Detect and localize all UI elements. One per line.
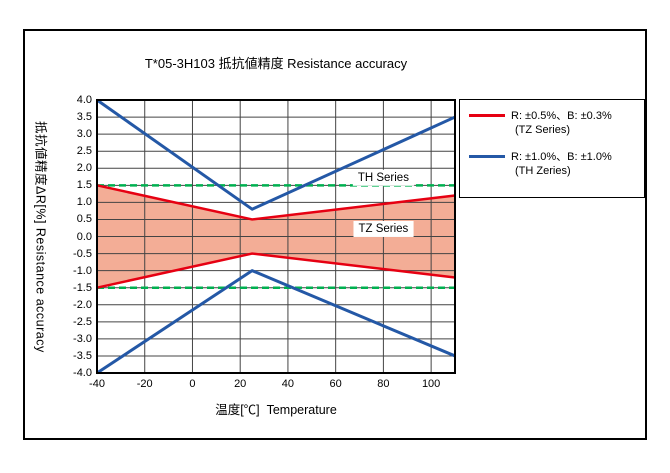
annotation-bg bbox=[352, 169, 415, 186]
y-axis-title: 抵抗値精度ΔR[%] Resistance accuracy bbox=[33, 120, 48, 353]
legend-line-sample-th bbox=[469, 155, 505, 158]
annotation-label: TZ Series bbox=[358, 223, 408, 235]
plot-border bbox=[96, 99, 456, 374]
legend-label-tz: R: ±0.5%、B: ±0.3% bbox=[511, 110, 612, 122]
y-tick-label: 3.5 bbox=[76, 111, 92, 124]
legend-line-sample-tz bbox=[469, 114, 505, 117]
x-tick-label: 80 bbox=[377, 378, 390, 390]
y-tick-label: 3.0 bbox=[76, 128, 92, 141]
plot-area: TH Series TZ Series bbox=[96, 98, 456, 375]
annotation-label: TH Series bbox=[358, 172, 409, 184]
series-line bbox=[96, 252, 456, 289]
legend-item-tz: R: ±0.5%、B: ±0.3% (TZ Series) bbox=[469, 109, 639, 137]
legend-item-th: R: ±1.0%、B: ±1.0% (TH Zeries) bbox=[469, 150, 639, 178]
y-tick-label: -2.0 bbox=[73, 298, 92, 311]
y-tick-label: 1.5 bbox=[76, 179, 92, 192]
x-tick-label: 0 bbox=[189, 378, 196, 390]
y-tick-label: 0.5 bbox=[76, 213, 92, 226]
legend-label-th: R: ±1.0%、B: ±1.0% bbox=[511, 151, 612, 163]
x-tick-label: 60 bbox=[329, 378, 342, 390]
x-axis-tick-labels: -40 -20 0 20 40 60 80 100 bbox=[89, 378, 455, 392]
y-tick-label: -1.5 bbox=[73, 281, 92, 294]
legend-sublabel-th: (TH Zeries) bbox=[515, 165, 571, 177]
y-tick-label: 4.0 bbox=[76, 94, 92, 106]
y-tick-label: -1.0 bbox=[73, 264, 92, 277]
y-tick-label: 1.0 bbox=[76, 196, 92, 209]
y-tick-label: 0.0 bbox=[76, 230, 92, 243]
x-tick-label: 100 bbox=[421, 378, 441, 390]
x-tick-label: -20 bbox=[136, 378, 153, 390]
y-tick-label: -0.5 bbox=[73, 247, 92, 260]
series-line bbox=[96, 184, 456, 221]
legend-sublabel-tz: (TZ Series) bbox=[515, 124, 570, 136]
legend: R: ±0.5%、B: ±0.3% (TZ Series) R: ±1.0%、B… bbox=[459, 99, 645, 198]
series-line bbox=[96, 98, 456, 211]
y-tick-label: -2.5 bbox=[73, 315, 92, 328]
x-tick-label: 40 bbox=[281, 378, 295, 390]
y-tick-label: 2.5 bbox=[76, 145, 92, 158]
y-tick-label: 2.0 bbox=[76, 162, 92, 175]
y-tick-label: -3.0 bbox=[73, 332, 92, 345]
series-line bbox=[96, 269, 456, 375]
x-tick-label: -40 bbox=[89, 378, 105, 390]
y-axis-tick-labels: 4.0 3.5 3.0 2.5 2.0 1.5 1.0 0.5 0.0 -0.5 -1.0 -1.5 -… bbox=[56, 94, 92, 379]
chart-title: T*05-3H103 抵抗値精度 Resistance accuracy bbox=[144, 56, 408, 71]
x-tick-label: 20 bbox=[234, 378, 247, 390]
x-axis-title: 温度[℃] Temperature bbox=[215, 403, 337, 417]
y-tick-label: -3.5 bbox=[73, 349, 92, 362]
annotation-bg bbox=[353, 220, 414, 237]
y-tick-label: -4.0 bbox=[73, 367, 92, 379]
